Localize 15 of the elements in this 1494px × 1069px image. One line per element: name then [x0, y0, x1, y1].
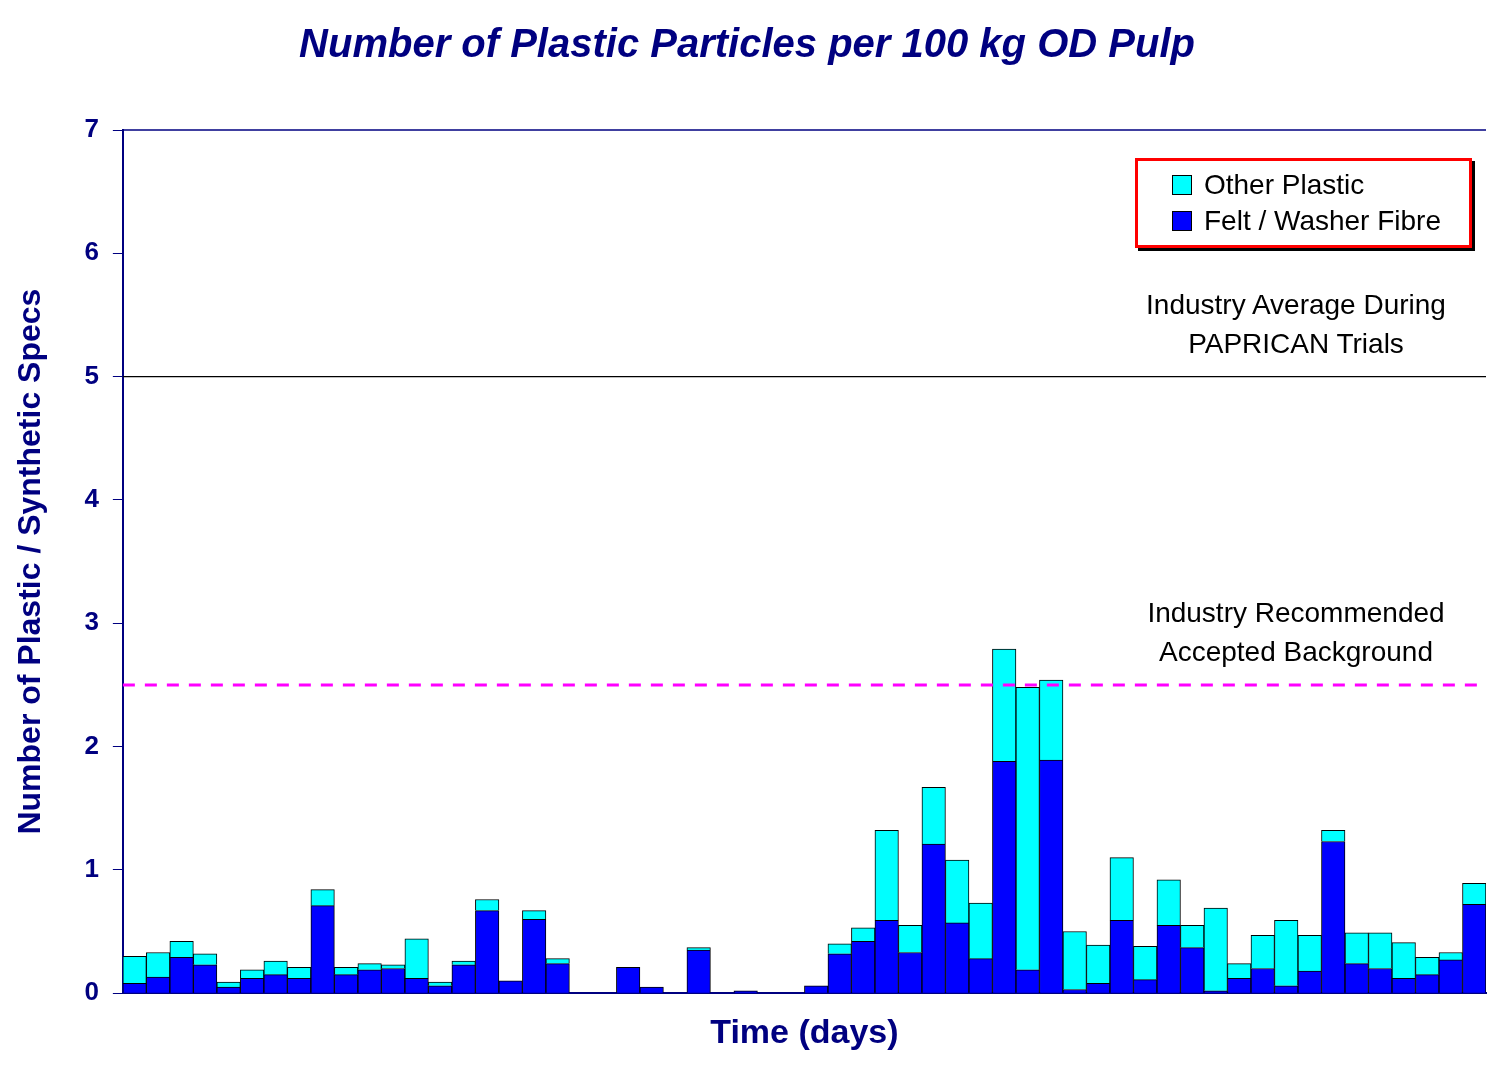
- y-tick-label: 3: [84, 606, 99, 637]
- x-axis-title: Time (days): [710, 1011, 899, 1050]
- y-tick-label: 2: [84, 729, 99, 760]
- ref-line-label: Industry Average During PAPRICAN Trials: [1146, 288, 1446, 359]
- y-axis-title: Number of Plastic / Synthetic Specs: [11, 288, 48, 835]
- y-tick-label: 0: [84, 976, 99, 1007]
- legend-label: Felt / Washer Fibre: [1203, 204, 1441, 238]
- ref-line-label: Industry Recommended Accepted Background: [1147, 596, 1445, 667]
- y-tick-label: 1: [84, 853, 99, 884]
- y-tick-label: 6: [84, 236, 99, 267]
- chart-title: Number of Plastic Particles per 100 kg OD Pulp: [299, 21, 1195, 66]
- legend-label: Other Plastic: [1203, 168, 1365, 202]
- y-tick-label: 7: [84, 113, 99, 144]
- y-tick-label: 4: [84, 483, 100, 514]
- y-tick-label: 5: [84, 359, 99, 390]
